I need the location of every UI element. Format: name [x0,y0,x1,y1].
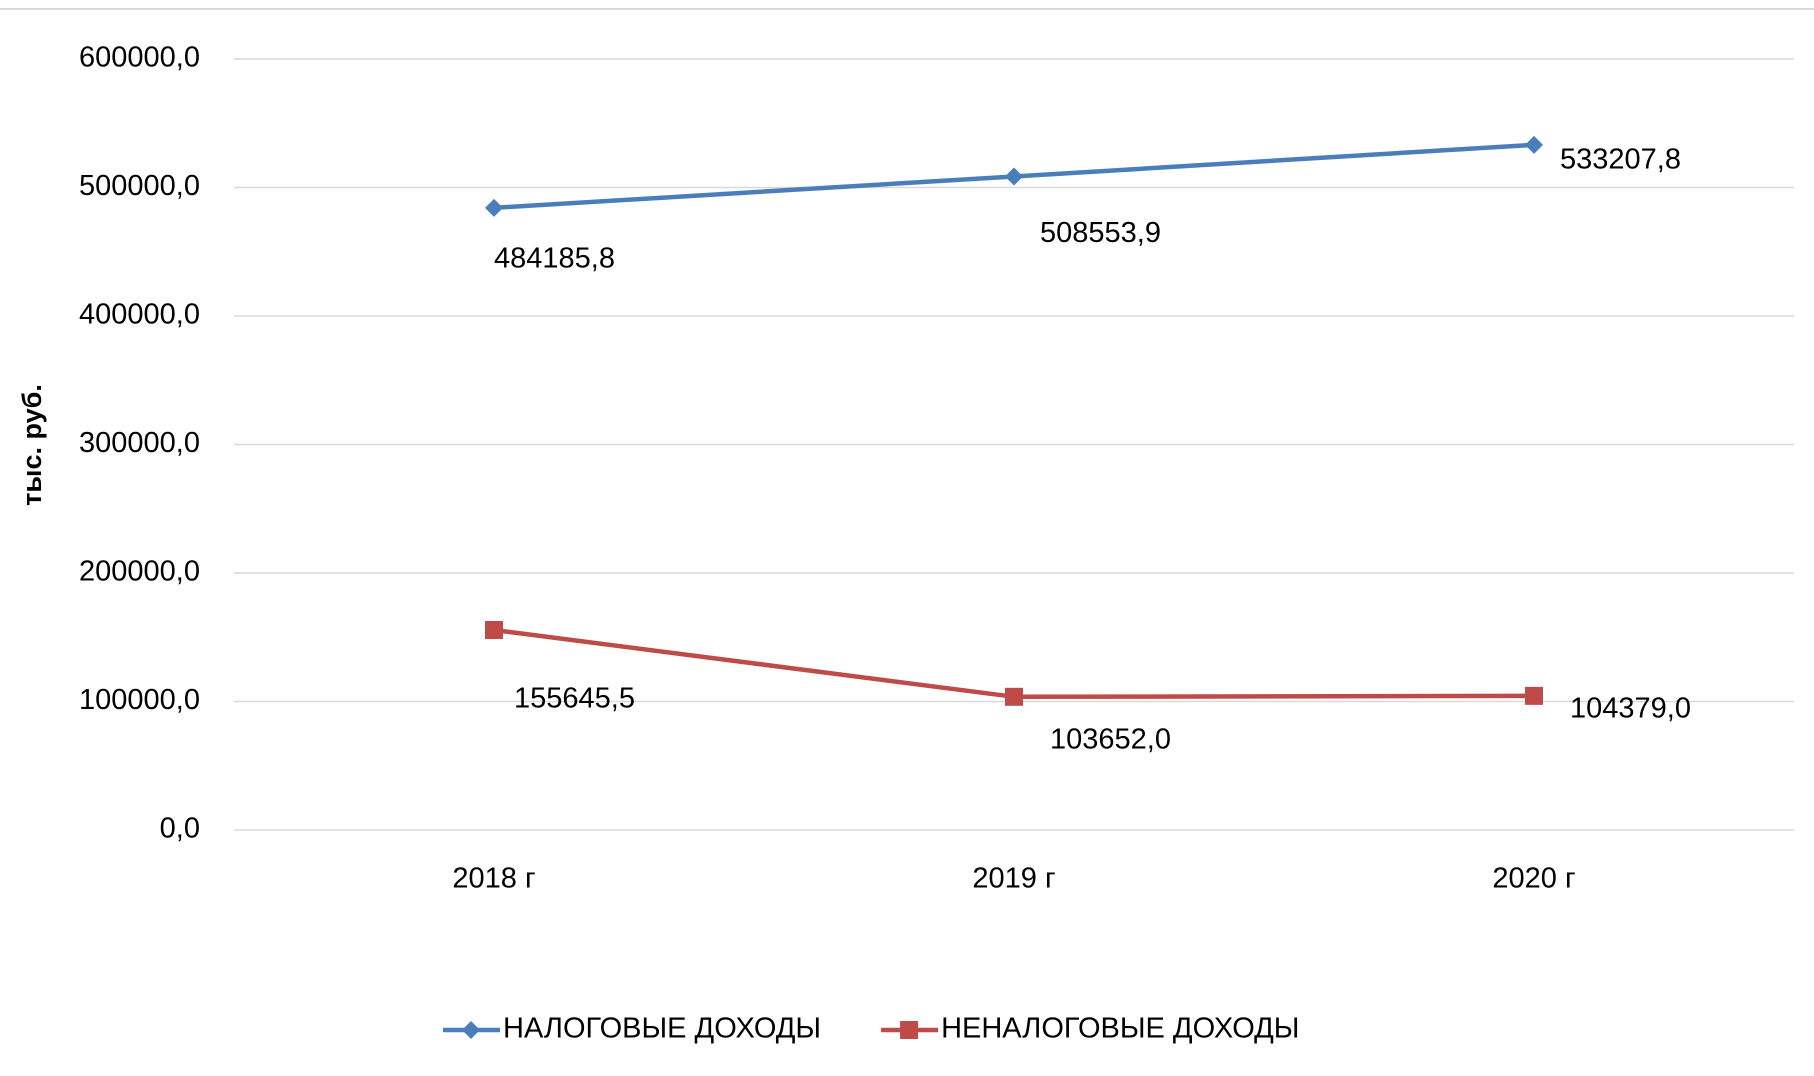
marker [1525,687,1543,705]
data-label: 533207,8 [1560,143,1681,175]
x-tick-label: 2020 г [1492,863,1575,895]
y-tick-label: 300000,0 [79,427,200,459]
legend-label: НАЛОГОВЫЕ ДОХОДЫ [503,1013,821,1045]
y-tick-label: 0,0 [160,813,200,845]
marker [485,199,503,217]
y-tick-label: 500000,0 [79,170,200,202]
marker [1005,168,1023,186]
x-tick-label: 2018 г [452,863,535,895]
y-tick-label: 600000,0 [79,42,200,74]
y-tick-label: 100000,0 [79,684,200,716]
marker [1005,688,1023,706]
legend-label: НЕНАЛОГОВЫЕ ДОХОДЫ [941,1013,1299,1045]
data-label: 155645,5 [514,683,635,715]
marker [485,621,503,639]
data-label: 104379,0 [1570,693,1691,725]
y-axis-title: тыс. руб. [17,384,47,506]
data-label: 508553,9 [1040,217,1161,249]
marker [462,1021,480,1039]
x-tick-label: 2019 г [972,863,1055,895]
data-label: 103652,0 [1050,723,1171,755]
data-label: 484185,8 [494,242,615,274]
marker [1525,136,1543,154]
series-line [494,630,1534,697]
marker [900,1021,918,1039]
y-tick-label: 200000,0 [79,556,200,588]
chart: тыс. руб. 0,0 100000,0 200000,0 300000,0 400… [0,0,1814,1076]
y-tick-label: 400000,0 [79,299,200,331]
